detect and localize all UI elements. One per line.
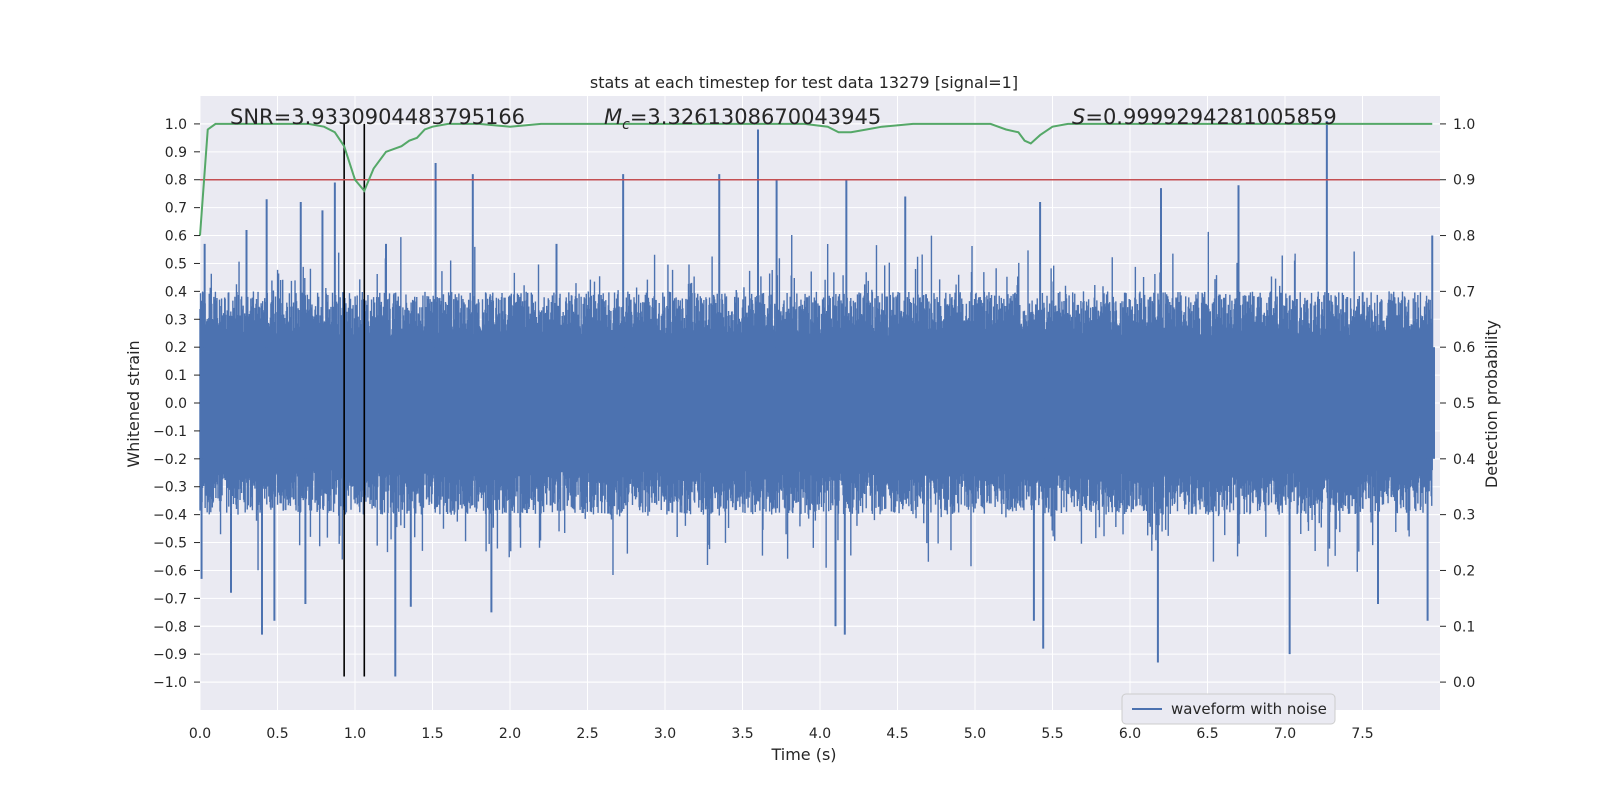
y-tick-label: −0.1 [153,424,187,440]
chart-title: stats at each timestep for test data 132… [590,73,1018,92]
x-tick-label: 7.5 [1351,726,1373,742]
y2-tick-label: 0.4 [1453,452,1475,468]
x-tick-label: 5.5 [1041,726,1063,742]
y2-tick-label: 1.0 [1453,117,1475,133]
mc-symbol: M [604,105,622,129]
y2-axis-ticks: 1.0 0.9 0.8 0.7 0.6 0.5 0.4 0.3 0.2 0.1 0.0 [1440,117,1475,691]
x-tick-label: 4.0 [809,726,831,742]
y-tick-label: −0.4 [153,508,187,524]
y-tick-label: 0.2 [165,340,187,356]
y-tick-label: −0.8 [153,619,187,635]
y2-axis-label: Detection probability [1482,320,1501,488]
y2-tick-label: 0.5 [1453,396,1475,412]
y-tick-label: −1.0 [153,675,187,691]
y-tick-label: 0.0 [165,396,187,412]
mc-subscript: c [622,117,630,133]
y2-tick-label: 0.1 [1453,619,1475,635]
mc-value: =3.3261308670043945 [630,105,881,129]
markers [343,123,366,677]
x-tick-label: 1.5 [421,726,443,742]
x-axis-label: Time (s) [770,745,836,764]
y-tick-label: 0.7 [165,201,187,217]
x-tick-label: 5.0 [964,726,986,742]
x-tick-label: 1.0 [344,726,366,742]
x-tick-label: 3.5 [731,726,753,742]
legend: waveform with noise [1121,693,1336,725]
y2-tick-label: 0.2 [1453,563,1475,579]
y2-tick-label: 0.9 [1453,173,1475,189]
y-tick-label: −0.7 [153,591,187,607]
y-tick-label: −0.9 [153,647,187,663]
x-tick-label: 0.5 [266,726,288,742]
x-tick-label: 7.0 [1274,726,1296,742]
y-tick-label: 0.1 [165,368,187,384]
y2-tick-label: 0.3 [1453,508,1475,524]
y-axis-label: Whitened strain [124,340,143,467]
x-tick-label: 6.5 [1196,726,1218,742]
s-symbol: S [1072,105,1085,129]
strain-series [199,121,1435,677]
y-tick-label: 0.4 [165,284,187,300]
plot-area [199,96,1440,710]
y-tick-label: −0.3 [153,480,187,496]
y-tick-label: 0.3 [165,312,187,328]
probability-series [199,122,1433,236]
x-tick-label: 2.5 [576,726,598,742]
y2-tick-label: 0.7 [1453,284,1475,300]
y2-tick-label: 0.0 [1453,675,1475,691]
x-axis-ticks: 0.0 0.5 1.0 1.5 2.0 2.5 3.0 3.5 4.0 4.5 5.0 5.5 6.0 6… [189,726,1374,742]
y-tick-label: 0.5 [165,256,187,272]
s-value: =0.9999294281005859 [1085,105,1336,129]
y2-tick-label: 0.8 [1453,229,1475,245]
probability-line [199,122,1433,236]
s-annotation: S=0.9999294281005859 [1072,105,1337,129]
snr-annotation: SNR=3.9330904483795166 [230,105,525,129]
y-tick-label: −0.6 [153,563,187,579]
x-tick-label: 3.0 [654,726,676,742]
y-tick-label: 0.8 [165,173,187,189]
x-tick-label: 0.0 [189,726,211,742]
y-tick-label: 0.9 [165,145,187,161]
y-tick-label: 0.6 [165,229,187,245]
x-tick-label: 6.0 [1119,726,1141,742]
legend-box [1121,693,1336,725]
y2-tick-label: 0.6 [1453,340,1475,356]
x-tick-label: 4.5 [886,726,908,742]
mc-annotation: Mc=3.3261308670043945 [604,105,881,133]
y-tick-label: 1.0 [165,117,187,133]
legend-label: waveform with noise [1171,700,1327,718]
y-axis-ticks: 1.0 0.9 0.8 0.7 0.6 0.5 0.4 0.3 0.2 0.1 0.0 −0.1 −0.… [153,117,200,691]
strain-core-band [200,347,1435,459]
x-tick-label: 2.0 [499,726,521,742]
y-tick-label: −0.5 [153,536,187,552]
y-tick-label: −0.2 [153,452,187,468]
